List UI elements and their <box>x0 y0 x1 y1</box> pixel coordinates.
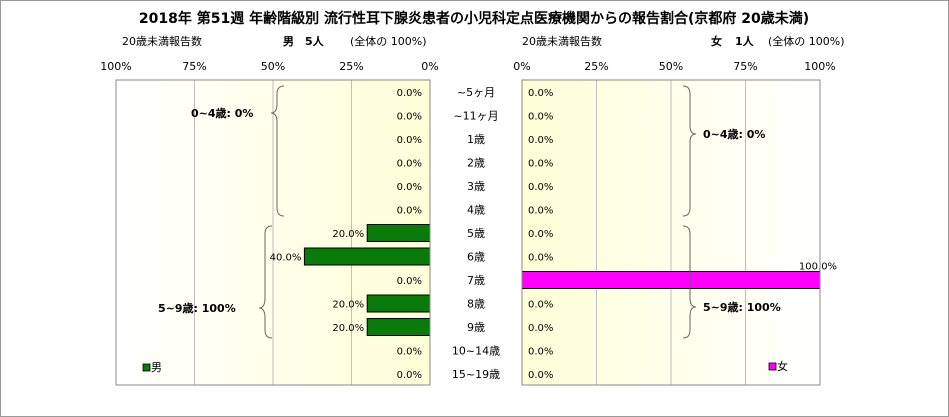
male-bar <box>366 318 431 336</box>
female-data-label: 0.0% <box>528 112 553 123</box>
female-data-label: 0.0% <box>528 323 553 334</box>
left-group-label-5-9: 5~9歳: 100% <box>158 301 236 315</box>
male-bar <box>366 224 431 242</box>
left-x-tick-label: 0% <box>421 60 438 73</box>
right-header-caption: 20歳未満報告数 <box>522 35 602 48</box>
female-data-label: 100.0% <box>799 262 837 273</box>
left-group-label-0-4: 0~4歳: 0% <box>191 106 253 120</box>
right-x-tick-label: 50% <box>659 60 683 73</box>
female-data-label: 0.0% <box>528 182 553 193</box>
male-data-label: 20.0% <box>332 323 364 334</box>
age-category-label: ~11ヶ月 <box>453 110 498 123</box>
legend-male-swatch <box>142 363 151 372</box>
female-data-label: 0.0% <box>528 135 553 146</box>
male-data-label: 0.0% <box>397 88 422 99</box>
age-category-label: 4歳 <box>467 204 485 217</box>
male-data-label: 40.0% <box>270 253 302 264</box>
legend-female-swatch <box>768 362 777 371</box>
female-data-label: 0.0% <box>528 253 553 264</box>
right-brace-0-4 <box>682 85 697 217</box>
male-data-label: 0.0% <box>397 347 422 358</box>
left-brace-0-4 <box>270 85 285 217</box>
male-bar <box>366 294 431 313</box>
male-data-label: 0.0% <box>397 182 422 193</box>
right-group-label-0-4: 0~4歳: 0% <box>703 127 765 141</box>
age-category-label: 1歳 <box>467 133 485 146</box>
left-header-total: (全体の 100%) <box>350 34 427 48</box>
age-category-label: 8歳 <box>467 298 485 311</box>
age-category-label: 5歳 <box>467 227 485 240</box>
female-data-label: 0.0% <box>528 370 553 381</box>
male-data-label: 0.0% <box>397 370 422 381</box>
left-x-tick-label: 100% <box>100 60 131 73</box>
right-x-tick-label: 25% <box>584 60 608 73</box>
male-data-label: 0.0% <box>397 159 422 170</box>
right-plot-border <box>521 79 821 386</box>
age-category-label: 9歳 <box>467 321 485 334</box>
left-x-tick-label: 25% <box>339 60 363 73</box>
left-plot-border <box>115 79 431 386</box>
male-data-label: 20.0% <box>332 300 364 311</box>
x-tick-labels: 100% 75% 50% 25% 0% 0% 25% 50% 75% 100% <box>100 60 835 73</box>
female-data-label: 0.0% <box>528 206 553 217</box>
female-data-label: 0.0% <box>528 300 553 311</box>
female-data-label: 0.0% <box>528 229 553 240</box>
right-brace-5-9 <box>682 225 697 339</box>
female-data-label: 0.0% <box>528 347 553 358</box>
female-data-label: 0.0% <box>528 159 553 170</box>
legend-female-label: 女 <box>777 359 788 373</box>
male-data-label: 0.0% <box>397 276 422 287</box>
male-data-label: 0.0% <box>397 135 422 146</box>
right-group-label-5-9: 5~9歳: 100% <box>703 300 781 314</box>
right-header-total: (全体の 100%) <box>768 34 845 48</box>
age-category-labels: ~5ヶ月 ~11ヶ月 1歳 2歳 3歳 4歳 5歳 6歳 7歳 8歳 9歳 10~14歳 15~19歳 <box>452 86 500 381</box>
left-brace-5-9 <box>258 225 273 339</box>
right-header-count: 1人 <box>735 34 755 48</box>
left-header-sex: 男 <box>283 35 294 48</box>
age-category-label: 3歳 <box>467 180 485 193</box>
female-bar <box>521 271 821 289</box>
legend-male-label: 男 <box>151 361 162 374</box>
male-data-label: 0.0% <box>397 112 422 123</box>
age-category-label: 15~19歳 <box>452 368 500 381</box>
age-category-label: 6歳 <box>467 251 485 264</box>
grid-lines <box>194 80 746 385</box>
right-x-tick-label: 100% <box>804 60 835 73</box>
left-header-caption: 20歳未満報告数 <box>122 35 202 48</box>
chart-title: 2018年 第51週 年齢階級別 流行性耳下腺炎患者の小児科定点医療機関からの報… <box>139 10 809 27</box>
right-x-tick-label: 0% <box>513 60 530 73</box>
female-data-label: 0.0% <box>528 88 553 99</box>
left-x-tick-label: 75% <box>182 60 206 73</box>
right-x-tick-label: 75% <box>733 60 757 73</box>
age-category-label: 10~14歳 <box>452 345 500 358</box>
male-data-label: 0.0% <box>397 206 422 217</box>
data-labels: 0.0% 0.0% 0.0% 0.0% 0.0% 0.0% 0.0% 0.0% 0.0% 0.0%… <box>270 88 837 381</box>
male-data-label: 20.0% <box>332 229 364 240</box>
age-category-label: 2歳 <box>467 157 485 170</box>
age-category-label: 7歳 <box>467 274 485 287</box>
right-header-sex: 女 <box>711 34 722 48</box>
male-bar <box>303 247 431 266</box>
left-x-tick-label: 50% <box>261 60 285 73</box>
age-category-label: ~5ヶ月 <box>457 86 495 99</box>
left-header-count: 5人 <box>305 34 325 48</box>
